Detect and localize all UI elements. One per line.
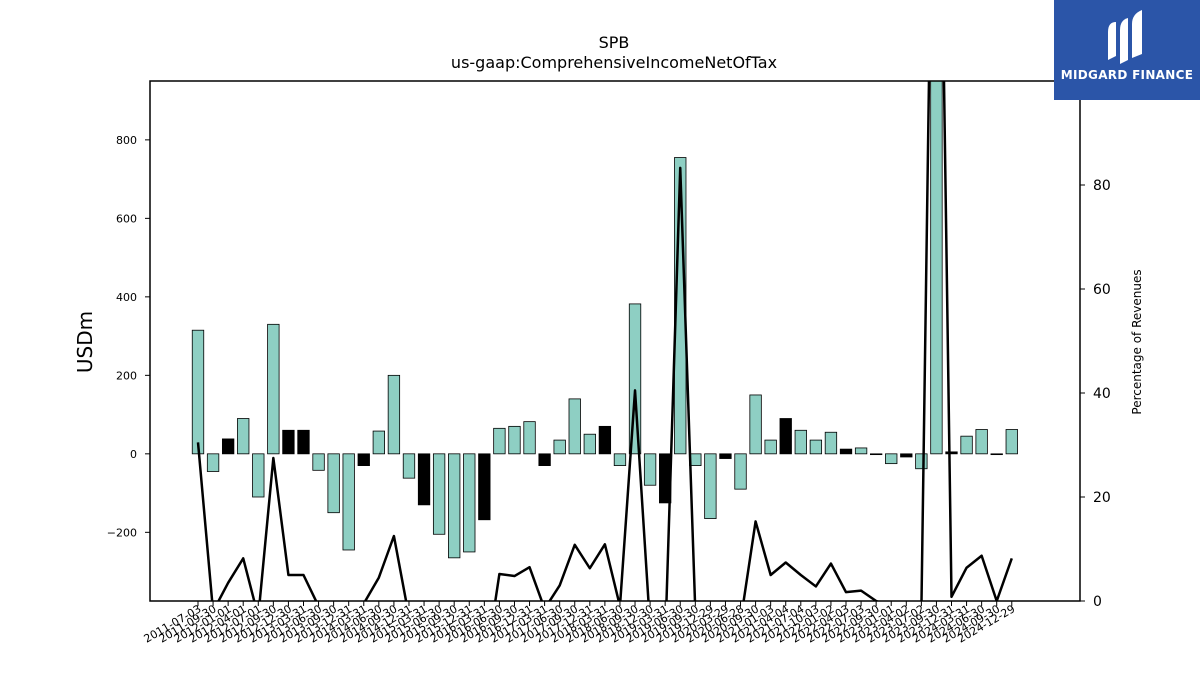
bar (237, 418, 250, 455)
bar (628, 303, 642, 455)
bar (930, 81, 943, 455)
bar (553, 439, 566, 455)
bar (312, 453, 325, 471)
y-tick-label: 400 (116, 291, 137, 304)
logo-name: MIDGARD FINANCE (1060, 68, 1194, 82)
bar (417, 453, 431, 506)
percentage-line (196, 81, 1013, 601)
bar (523, 421, 536, 455)
bar (1005, 429, 1018, 455)
y2-tick-label: 20 (1093, 490, 1111, 506)
bar (297, 429, 310, 455)
bar (432, 453, 446, 535)
bar (854, 447, 868, 455)
bar (191, 329, 205, 455)
bar (583, 433, 596, 455)
y-tick-label: 200 (116, 369, 137, 382)
bar (915, 453, 928, 470)
bar (900, 453, 913, 458)
y2-tick-label: 0 (1093, 594, 1102, 610)
bar (839, 448, 853, 455)
y2-axis-label: Percentage of Revenues (1130, 269, 1144, 414)
y-axis-label: USDm (73, 311, 97, 373)
bar (402, 453, 416, 479)
bar (885, 453, 898, 465)
bar (794, 429, 807, 455)
bar (734, 453, 747, 490)
bar (598, 425, 612, 455)
bar (206, 453, 220, 472)
bar (719, 453, 732, 459)
bar (357, 453, 370, 466)
bar (824, 431, 838, 455)
chart-subtitle: us-gaap:ComprehensiveIncomeNetOfTax (451, 53, 777, 72)
midgard-logo-icon (1108, 10, 1142, 64)
bar (267, 323, 280, 455)
y2-tick-label: 60 (1093, 282, 1111, 298)
bar (990, 453, 1003, 456)
bar (779, 418, 792, 455)
bar (809, 439, 823, 455)
y-tick-label: 800 (116, 134, 137, 147)
bar (749, 394, 762, 455)
bar (960, 435, 973, 455)
bar (342, 453, 355, 551)
bar (372, 430, 385, 455)
bar (538, 453, 551, 466)
chart-title: SPB (599, 33, 630, 52)
plot-area: −20002004006008000204060801002011-07-032… (107, 74, 1120, 646)
bar (387, 374, 401, 455)
bar (945, 451, 958, 455)
bar (764, 439, 777, 455)
bar (704, 453, 717, 519)
bar (327, 453, 340, 514)
bar (643, 453, 657, 486)
bar (870, 453, 883, 456)
bar (508, 425, 521, 455)
bar (448, 453, 461, 559)
bar (282, 429, 295, 455)
bar (493, 427, 506, 455)
y-tick-label: 0 (130, 448, 137, 461)
bar (975, 429, 988, 455)
bar (568, 398, 581, 455)
brand-logo: MIDGARD FINANCE (1054, 0, 1200, 100)
bar (478, 453, 491, 521)
y2-tick-label: 40 (1093, 386, 1111, 402)
y-tick-label: 600 (116, 212, 137, 225)
bar (252, 453, 265, 498)
bars-group (191, 81, 1018, 559)
plot-frame (149, 80, 1081, 602)
y2-tick-label: 80 (1093, 178, 1111, 194)
bar (463, 453, 476, 553)
bar (221, 438, 235, 455)
y-tick-label: −200 (107, 526, 137, 539)
line-group (196, 81, 1013, 601)
bar (613, 453, 627, 466)
